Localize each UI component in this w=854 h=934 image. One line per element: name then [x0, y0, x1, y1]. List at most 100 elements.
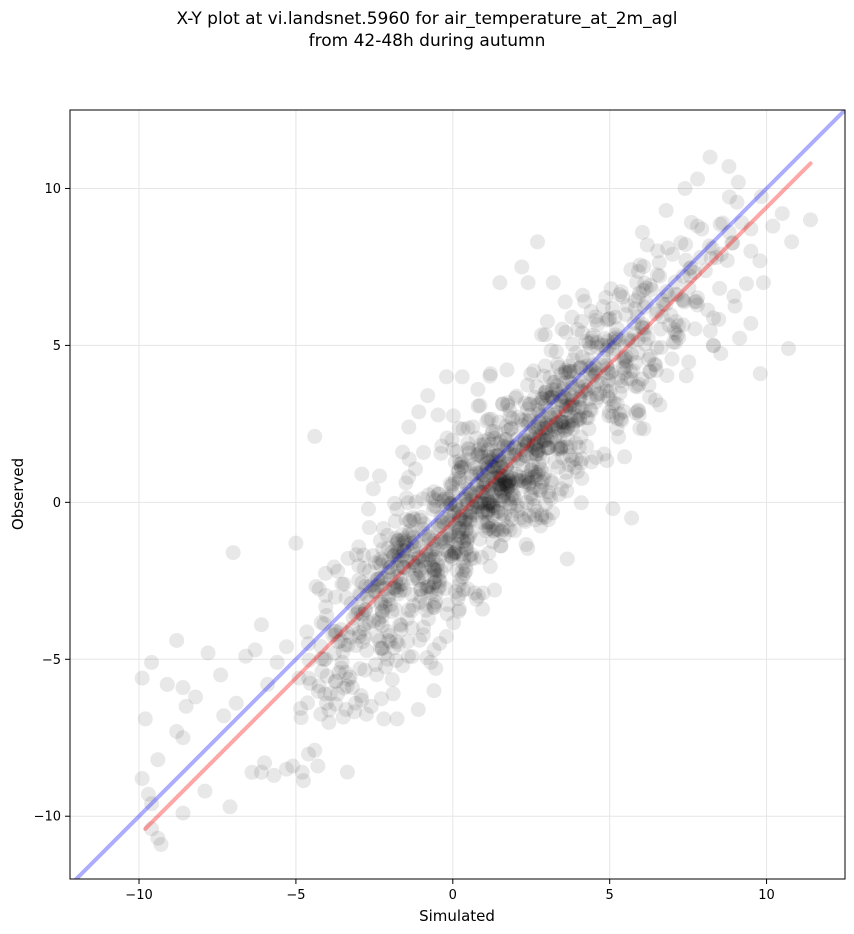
- data-point: [371, 555, 387, 571]
- data-point: [334, 654, 350, 670]
- data-point: [500, 478, 516, 494]
- data-point: [483, 481, 499, 497]
- data-point: [175, 730, 191, 746]
- data-point: [551, 359, 567, 375]
- data-point: [573, 429, 589, 445]
- data-point: [632, 420, 648, 436]
- data-point: [393, 617, 409, 633]
- data-point: [445, 441, 461, 457]
- data-point: [652, 268, 668, 284]
- data-point: [455, 524, 471, 540]
- data-point: [269, 654, 285, 670]
- data-point: [372, 640, 388, 656]
- data-point: [632, 285, 648, 301]
- data-point: [300, 636, 316, 652]
- data-point: [558, 464, 574, 480]
- data-point: [415, 491, 431, 507]
- data-point: [627, 293, 643, 309]
- data-point: [416, 570, 432, 586]
- data-point: [451, 586, 467, 602]
- data-point: [427, 594, 443, 610]
- data-point: [373, 551, 389, 567]
- data-point: [539, 387, 555, 403]
- data-point: [319, 608, 335, 624]
- data-point: [453, 508, 469, 524]
- data-point: [352, 624, 368, 640]
- data-point: [355, 547, 371, 563]
- data-point: [556, 375, 572, 391]
- data-point: [260, 676, 276, 692]
- data-point: [558, 402, 574, 418]
- data-point: [534, 390, 550, 406]
- data-point: [402, 523, 418, 539]
- data-point: [528, 447, 544, 463]
- data-point: [583, 303, 599, 319]
- data-point: [466, 550, 482, 566]
- data-point: [472, 531, 488, 547]
- data-point: [683, 260, 699, 276]
- data-point: [377, 581, 393, 597]
- data-point: [410, 550, 426, 566]
- data-point: [497, 431, 513, 447]
- data-point: [430, 567, 446, 583]
- data-point: [450, 591, 466, 607]
- data-point: [600, 365, 616, 381]
- data-point: [442, 508, 458, 524]
- data-point: [457, 514, 473, 530]
- data-point: [380, 633, 396, 648]
- data-point: [458, 489, 474, 505]
- data-point: [354, 692, 370, 708]
- data-point: [574, 325, 590, 341]
- data-point: [502, 409, 518, 425]
- data-point: [401, 602, 417, 618]
- y-tick-label: −10: [34, 810, 61, 825]
- data-point: [443, 478, 459, 494]
- data-point: [667, 274, 683, 290]
- data-point: [340, 550, 356, 566]
- data-point: [561, 358, 577, 374]
- data-point: [612, 385, 628, 401]
- data-point: [486, 462, 502, 478]
- data-point: [409, 570, 425, 586]
- data-point: [479, 461, 495, 477]
- data-point: [344, 680, 360, 696]
- data-point: [539, 313, 555, 329]
- data-point: [491, 522, 507, 538]
- data-point: [599, 378, 615, 394]
- data-point: [453, 530, 469, 546]
- data-point: [503, 483, 519, 499]
- data-point: [648, 392, 664, 408]
- data-point: [545, 275, 561, 291]
- data-point: [425, 490, 441, 506]
- data-point: [574, 470, 590, 486]
- data-point: [609, 411, 625, 427]
- data-point: [660, 240, 676, 256]
- data-point: [517, 474, 533, 490]
- data-point: [646, 356, 662, 372]
- data-point: [478, 523, 494, 539]
- data-point: [503, 421, 519, 437]
- data-point: [579, 358, 595, 374]
- data-point: [432, 550, 448, 566]
- data-point: [391, 547, 407, 563]
- data-point: [377, 599, 393, 615]
- data-point: [554, 321, 570, 337]
- data-point: [443, 548, 459, 564]
- data-point: [472, 484, 488, 500]
- data-point: [550, 441, 566, 457]
- data-point: [446, 504, 462, 520]
- data-point: [481, 495, 497, 511]
- data-point: [331, 664, 347, 680]
- data-point: [604, 300, 620, 316]
- data-point: [529, 446, 545, 462]
- data-point: [485, 518, 501, 534]
- data-point: [433, 509, 449, 525]
- data-point: [533, 394, 549, 410]
- data-point: [558, 364, 574, 380]
- data-point: [466, 499, 482, 515]
- data-point: [485, 476, 501, 492]
- data-point: [348, 547, 364, 563]
- data-point: [554, 439, 570, 455]
- data-point: [743, 243, 759, 259]
